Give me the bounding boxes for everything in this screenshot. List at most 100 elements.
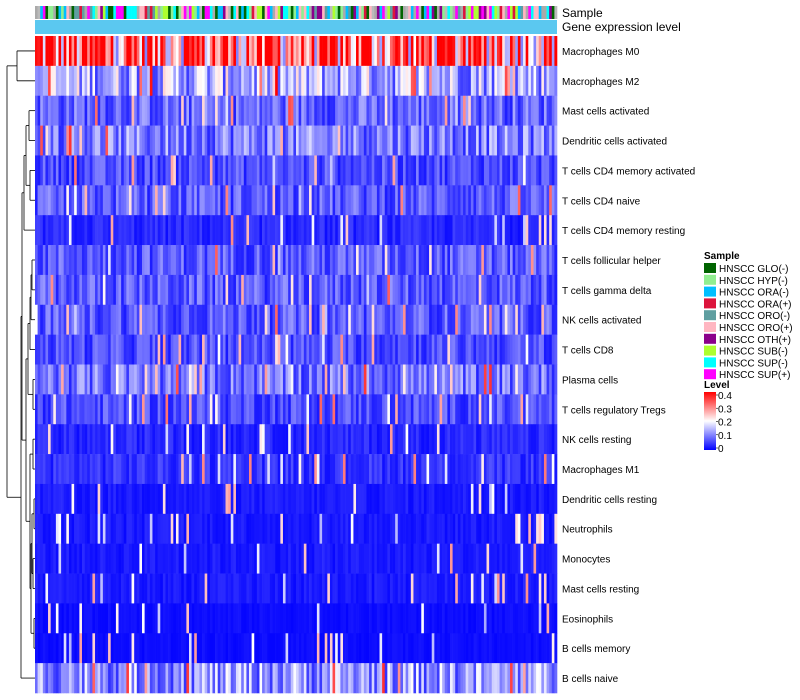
heatmap-cell [157,424,161,455]
heatmap-cell [353,633,357,664]
heatmap-cell [350,424,354,455]
heatmap-cell [170,543,174,574]
heatmap-cell [155,394,158,425]
heatmap-cell [267,215,271,246]
heatmap-cell [58,663,62,694]
heatmap-cell [202,65,205,97]
heatmap-cell [126,483,130,515]
heatmap-cell [95,424,98,455]
heatmap-cell [371,155,375,186]
heatmap-cell [311,304,315,335]
heatmap-cell [241,364,245,395]
heatmap-cell [392,245,396,276]
sample-annotation-cell [491,6,495,19]
sample-annotation-cell [178,6,182,19]
heatmap-cell [551,633,555,664]
heatmap-cell [520,394,524,425]
heatmap-cell [149,304,153,335]
heatmap-cell [465,95,469,126]
heatmap-cell [366,304,370,335]
heatmap-cell [489,603,493,634]
heatmap-cell [421,65,425,97]
heatmap-cell [465,65,469,97]
heatmap-cell [290,125,294,156]
heatmap-cell [277,274,281,306]
heatmap-cell [157,95,161,126]
heatmap-cell [356,65,359,97]
heatmap-cell [126,603,130,634]
heatmap-cell [76,215,80,246]
heatmap-cell [491,304,495,335]
heatmap-cell [134,663,138,694]
heatmap-cell [449,215,453,246]
heatmap-cell [436,543,440,574]
heatmap-cell [483,245,487,276]
heatmap-cell [243,65,247,97]
heatmap-cell [554,125,558,156]
heatmap-cell [95,65,98,97]
heatmap-cell [215,633,218,664]
heatmap-cell [71,95,75,126]
heatmap-cell [507,573,511,604]
heatmap-cell [241,663,245,694]
sample-annotation-cell [71,6,75,19]
heatmap-cell [536,364,540,395]
heatmap-cell [275,65,279,97]
heatmap-cell [256,364,260,395]
heatmap-cell [134,274,138,306]
sample-annotation-cell [105,6,109,19]
heatmap-cell [74,215,78,246]
heatmap-cell [42,663,46,694]
heatmap-cell [374,424,378,455]
heatmap-cell [89,125,93,156]
heatmap-cell [102,633,106,664]
heatmap-cell [332,573,336,604]
sample-annotation-cell [418,6,422,19]
heatmap-cell [84,663,88,694]
heatmap-cell [149,364,153,395]
heatmap-cell [538,155,542,186]
heatmap-cell [363,65,367,97]
heatmap-cell [202,424,205,455]
heatmap-cell [115,245,119,276]
heatmap-cell [311,36,315,67]
heatmap-cell [512,125,516,156]
heatmap-cell [551,663,555,694]
heatmap-cell [147,633,151,664]
heatmap-cell [525,633,529,664]
heatmap-cell [486,663,490,694]
heatmap-cell [131,483,135,515]
heatmap-cell [162,573,166,604]
heatmap-cell [48,454,51,485]
heatmap-cell [543,394,547,425]
heatmap-cell [149,573,153,604]
heatmap-cell [272,483,276,515]
heatmap-cell [53,274,57,306]
heatmap-cell [546,663,550,694]
heatmap-cell [53,483,57,515]
heatmap-cell [102,155,106,186]
heatmap-cell [230,454,234,485]
heatmap-cell [439,513,443,544]
heatmap-cell [298,334,302,365]
heatmap-cell [199,543,203,574]
heatmap-cell [538,424,542,455]
heatmap-cell [520,424,524,455]
heatmap-cell [452,185,456,216]
heatmap-cell [465,543,469,574]
heatmap-cell [483,603,487,634]
heatmap-cell [61,65,65,97]
row-label: Mast cells activated [562,107,649,118]
heatmap-cell [97,36,101,67]
heatmap-cell [196,274,200,306]
heatmap-cell [322,483,326,515]
heatmap-cell [327,185,331,216]
heatmap-cell [220,274,224,306]
heatmap-cell [366,155,370,186]
heatmap-cell [139,424,143,455]
heatmap-cell [306,424,310,455]
heatmap-cell [42,65,46,97]
heatmap-cell [465,454,469,485]
heatmap-cell [81,155,85,186]
heatmap-cell [536,483,540,515]
